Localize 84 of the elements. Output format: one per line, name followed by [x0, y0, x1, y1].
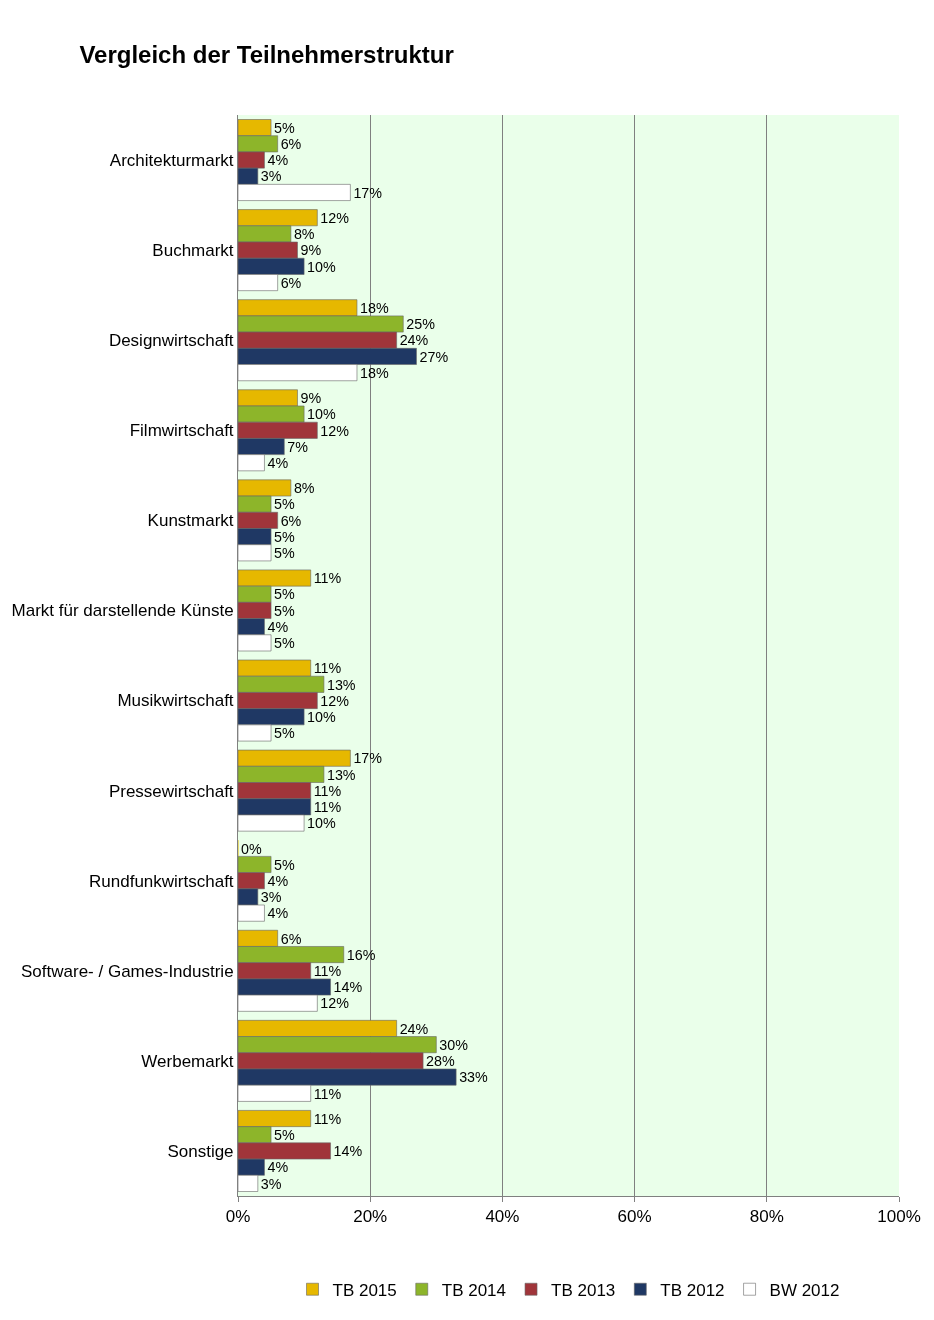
- x-tick-label: 40%: [485, 1207, 520, 1227]
- y-tick-label: Pressewirtschaft: [108, 781, 234, 801]
- y-tick-label: Werbemarkt: [141, 1051, 234, 1071]
- data-label: 11%: [313, 782, 342, 799]
- legend-label: BW 2012: [769, 1280, 840, 1300]
- data-label: 17%: [353, 750, 383, 767]
- data-label: 0%: [241, 840, 262, 857]
- y-tick-label: Kunstmarkt: [147, 511, 234, 531]
- data-label: 12%: [320, 422, 350, 439]
- data-label: 18%: [359, 364, 389, 381]
- data-label: 9%: [300, 390, 322, 407]
- x-tick-label: 0%: [225, 1207, 251, 1227]
- data-label: 5%: [274, 725, 296, 742]
- legend-label: TB 2012: [660, 1280, 725, 1300]
- y-tick-label: Architekturmarkt: [109, 150, 234, 170]
- data-label: 11%: [313, 660, 342, 677]
- data-label: 4%: [267, 905, 289, 922]
- y-tick-label: Software- / Games-Industrie: [21, 961, 234, 981]
- data-label: 11%: [313, 963, 342, 980]
- legend-label: TB 2015: [332, 1280, 397, 1300]
- x-tick-label: 60%: [617, 1207, 652, 1227]
- data-label: 12%: [320, 209, 350, 226]
- data-label: 11%: [313, 1085, 342, 1102]
- y-tick-label: Markt für darstellende Künste: [11, 601, 234, 621]
- y-tick-label: Designwirtschaft: [108, 331, 234, 351]
- data-label: 5%: [274, 856, 296, 873]
- data-label: 6%: [280, 274, 302, 291]
- data-label: 28%: [426, 1053, 455, 1070]
- data-label: 5%: [274, 602, 296, 619]
- data-label: 4%: [267, 454, 289, 471]
- y-tick-label: Filmwirtschaft: [129, 421, 234, 441]
- data-label: 6%: [280, 930, 302, 947]
- data-label: 13%: [326, 676, 356, 693]
- data-label: 14%: [333, 979, 363, 996]
- data-label: 3%: [260, 1175, 282, 1192]
- y-tick-label: Rundfunkwirtschaft: [89, 871, 234, 891]
- x-tick-label: 100%: [877, 1207, 921, 1227]
- data-label: 16%: [346, 946, 376, 963]
- chart-title: Vergleich der Teilnehmerstruktur: [79, 41, 454, 68]
- data-label: 17%: [353, 184, 383, 201]
- data-label: 27%: [419, 348, 449, 365]
- data-label: 3%: [260, 168, 282, 185]
- data-label: 24%: [399, 1020, 429, 1037]
- data-label: 18%: [359, 300, 389, 317]
- data-label: 11%: [313, 1110, 342, 1127]
- data-label: 8%: [293, 480, 315, 497]
- data-label: 14%: [333, 1143, 363, 1160]
- data-label: 4%: [267, 618, 289, 635]
- y-tick-label: Buchmarkt: [152, 241, 234, 261]
- data-label: 6%: [280, 512, 302, 529]
- data-label: 5%: [274, 1126, 296, 1143]
- data-label: 11%: [313, 799, 342, 816]
- data-label: 7%: [287, 438, 309, 455]
- data-label: 11%: [313, 570, 342, 587]
- data-label: 4%: [267, 1159, 289, 1176]
- data-label: 10%: [307, 258, 337, 275]
- data-label: 4%: [267, 872, 289, 889]
- data-label: 5%: [274, 528, 296, 545]
- data-label: 5%: [274, 119, 296, 136]
- data-label: 12%: [320, 995, 350, 1012]
- data-label: 3%: [260, 889, 282, 906]
- data-label: 30%: [439, 1036, 469, 1053]
- data-label: 10%: [307, 815, 337, 832]
- data-label: 5%: [274, 586, 296, 603]
- legend-label: TB 2014: [441, 1280, 507, 1300]
- data-label: 4%: [267, 152, 289, 169]
- y-tick-label: Sonstige: [167, 1141, 234, 1161]
- data-label: 10%: [307, 709, 337, 725]
- y-tick-label: Musikwirtschaft: [117, 691, 234, 711]
- data-label: 12%: [320, 692, 350, 709]
- data-label: 25%: [406, 316, 436, 333]
- data-label: 24%: [399, 332, 429, 349]
- legend-label: TB 2013: [551, 1280, 616, 1300]
- data-label: 8%: [293, 226, 315, 243]
- data-label: 13%: [326, 766, 356, 783]
- data-label: 33%: [459, 1069, 489, 1086]
- data-label: 6%: [280, 136, 302, 153]
- data-label: 5%: [274, 545, 296, 562]
- data-label: 5%: [274, 496, 296, 513]
- data-label: 5%: [274, 635, 296, 652]
- data-label: 9%: [300, 242, 322, 259]
- data-label: 10%: [307, 406, 337, 423]
- x-tick-label: 80%: [749, 1207, 784, 1227]
- x-tick-label: 20%: [353, 1207, 388, 1227]
